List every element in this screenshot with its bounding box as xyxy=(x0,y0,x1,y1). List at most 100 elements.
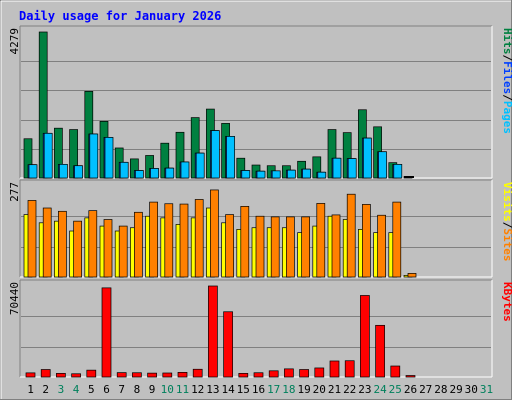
bar-sites xyxy=(73,220,82,278)
bar-kbytes xyxy=(25,372,36,378)
bar-pages xyxy=(43,132,53,179)
bar-pages xyxy=(211,130,220,179)
x-tick-label: 11 xyxy=(176,383,189,396)
bar-pages xyxy=(135,170,144,179)
x-tick-label: 4 xyxy=(73,383,80,396)
x-tick-label: 13 xyxy=(206,383,219,396)
bar-pages xyxy=(150,168,159,179)
bar-sites xyxy=(134,211,143,278)
bar-kbytes xyxy=(329,360,340,378)
x-tick-label: 18 xyxy=(282,383,295,396)
panel-1-ymax-label: 277 xyxy=(8,182,21,202)
bar-kbytes xyxy=(253,372,264,378)
bar-sites xyxy=(377,214,386,278)
x-tick-label: 30 xyxy=(465,383,478,396)
x-tick-label: 17 xyxy=(267,383,280,396)
bar-sites xyxy=(27,200,37,278)
bar-pages xyxy=(59,164,68,179)
legend-entry: KBytes xyxy=(501,282,512,322)
legend-entry: / xyxy=(501,94,512,101)
bar-sites xyxy=(346,193,356,278)
bar-sites xyxy=(301,216,310,278)
bar-sites xyxy=(194,199,204,278)
bar-sites xyxy=(225,214,234,278)
bar-kbytes xyxy=(56,373,66,378)
bar-kbytes xyxy=(40,369,51,378)
bar-kbytes xyxy=(208,285,218,378)
bar-pages xyxy=(256,170,266,179)
legend-entry: / xyxy=(501,55,512,62)
bar-kbytes xyxy=(177,371,188,378)
bar-kbytes xyxy=(132,372,142,378)
x-tick-label: 22 xyxy=(343,383,356,396)
bar-pages xyxy=(195,152,205,179)
x-axis-labels: 1 2 3 4 5 6 7 8 9 10 11 12 13 14 15 16 17 18 19 20 21 22 23 24 2… xyxy=(27,383,493,396)
x-tick-label: 23 xyxy=(358,383,371,396)
bar-pages xyxy=(347,158,357,179)
bar-kbytes xyxy=(86,369,97,378)
bar-kbytes xyxy=(405,375,416,378)
bar-sites xyxy=(316,203,326,278)
legend-entry: / xyxy=(501,222,512,229)
bar-pages xyxy=(89,133,99,179)
bar-sites xyxy=(42,207,52,278)
x-tick-label: 21 xyxy=(328,383,341,396)
x-tick-label: 15 xyxy=(237,383,250,396)
bar-pages xyxy=(28,164,38,179)
panel-2-bg xyxy=(20,280,492,377)
bar-sites xyxy=(118,225,128,278)
bar-kbytes xyxy=(268,370,279,378)
bar-sites xyxy=(179,203,189,278)
x-tick-label: 9 xyxy=(149,383,156,396)
bar-pages xyxy=(332,157,342,179)
x-tick-label: 31 xyxy=(480,383,493,396)
panel-0-bg xyxy=(20,26,492,178)
bar-kbytes xyxy=(375,324,385,378)
legend-entry: Files xyxy=(501,61,512,94)
bar-kbytes xyxy=(223,311,233,378)
x-tick-label: 10 xyxy=(161,383,174,396)
bar-kbytes xyxy=(71,373,81,378)
x-tick-label: 2 xyxy=(42,383,49,396)
bar-hits-minimal xyxy=(404,176,414,178)
bar-sites xyxy=(255,215,265,278)
legend-entry: Pages xyxy=(501,101,512,134)
bar-kbytes xyxy=(238,373,249,378)
bar-pages xyxy=(104,137,114,179)
x-tick-label: 16 xyxy=(252,383,265,396)
chart-title: Daily usage for January 2026 xyxy=(19,9,221,23)
bar-sites xyxy=(103,219,113,278)
bar-sites xyxy=(286,216,295,278)
bar-sites xyxy=(88,210,98,278)
bar-kbytes xyxy=(390,365,401,378)
bar-sites xyxy=(240,206,250,278)
bar-sites xyxy=(210,189,219,278)
bar-pages xyxy=(165,167,175,179)
bar-sites xyxy=(270,216,280,278)
bar-pages xyxy=(119,161,129,179)
legend-entry: Hits xyxy=(501,28,512,55)
bar-sites xyxy=(331,214,341,278)
bar-kbytes xyxy=(101,287,112,378)
bar-sites xyxy=(58,210,67,278)
bar-sites xyxy=(392,201,402,278)
bar-sites xyxy=(362,204,371,278)
x-tick-label: 29 xyxy=(449,383,462,396)
bar-pages xyxy=(287,169,296,179)
bar-pages xyxy=(180,161,190,179)
bar-pages xyxy=(317,171,327,179)
panel-2-legend: KBytes xyxy=(501,282,512,322)
bar-pages xyxy=(241,170,251,179)
bar-pages xyxy=(363,137,372,179)
bar-kbytes xyxy=(284,368,294,378)
bar-kbytes xyxy=(314,367,325,378)
x-tick-label: 14 xyxy=(221,383,235,396)
panel-0-ymax-label: 4279 xyxy=(8,28,21,55)
panel-1-legend: Visits/Sites xyxy=(501,182,512,262)
x-tick-label: 5 xyxy=(88,383,95,396)
panel-2-ymax-label: 70440 xyxy=(8,282,21,315)
bar-sites xyxy=(407,273,417,278)
x-tick-label: 12 xyxy=(191,383,204,396)
x-tick-label: 27 xyxy=(419,383,432,396)
bar-pages xyxy=(226,136,235,179)
